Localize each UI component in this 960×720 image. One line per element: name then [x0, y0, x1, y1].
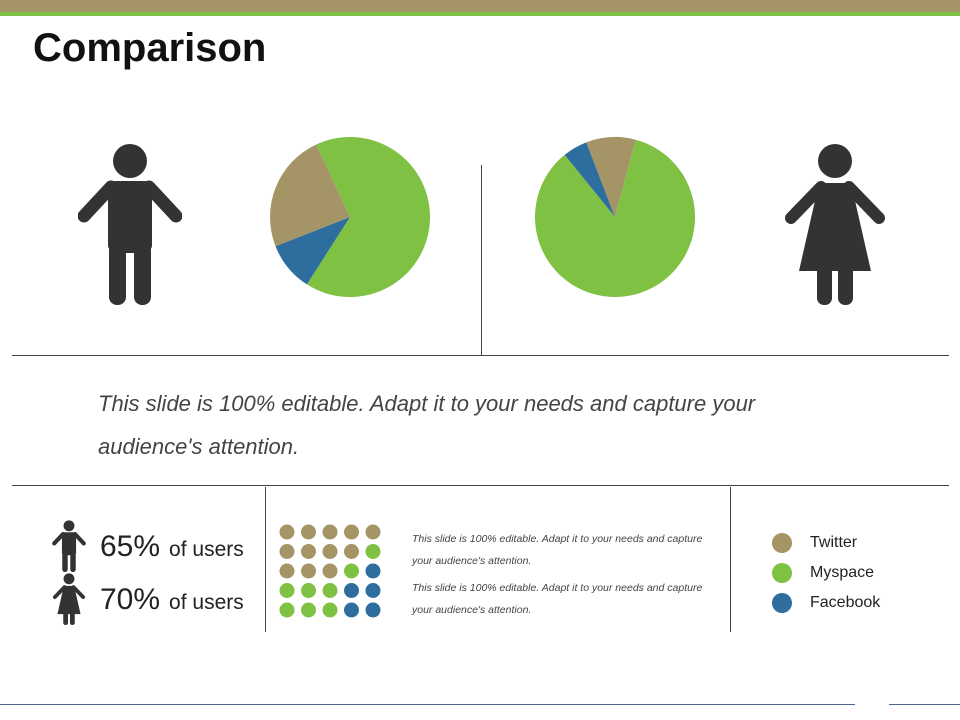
dot-twitter: [301, 524, 316, 540]
stat-female-label: of users: [169, 591, 244, 614]
legend-twitter-label: Twitter: [810, 534, 858, 551]
footer-line-right: [889, 704, 960, 705]
female-figure-icon: [785, 144, 885, 305]
dot-grid-chart: [279, 524, 381, 618]
stat-male: 65% of users: [100, 530, 244, 564]
legend-twitter-swatch: [772, 533, 792, 553]
female-figure-small-icon: [52, 573, 86, 625]
dot-twitter: [322, 544, 338, 559]
vertical-divider-left: [265, 487, 266, 632]
dot-facebook: [365, 583, 381, 598]
dot-myspace: [301, 602, 316, 618]
pie-female-slice-twitter: [586, 137, 636, 217]
pie-male-slice-facebook: [275, 217, 350, 285]
male-figure-small-icon: [52, 520, 86, 572]
legend-item-twitter: Twitter: [772, 533, 857, 553]
top-accent-stripe: [0, 12, 960, 16]
divider-upper: [12, 355, 949, 356]
dot-myspace: [301, 583, 316, 598]
legend-facebook-label: Facebook: [810, 594, 881, 611]
dot-myspace: [322, 602, 338, 618]
footer-line-left: [0, 704, 855, 705]
pie-chart-male: [270, 137, 430, 297]
pie-male-slice-twitter: [270, 144, 350, 247]
dot-facebook: [365, 602, 381, 618]
dot-twitter: [279, 524, 295, 540]
dot-myspace: [344, 563, 359, 579]
dot-twitter: [301, 544, 316, 559]
dot-twitter: [322, 524, 338, 540]
pie-male-slice-myspace: [306, 137, 430, 297]
divider-lower: [12, 485, 949, 486]
male-figure-icon: [78, 144, 182, 305]
pie-female-slice-facebook: [564, 142, 615, 217]
dot-facebook: [344, 583, 359, 598]
pie-chart-female: [535, 137, 695, 297]
legend-facebook-swatch: [772, 593, 792, 613]
dot-twitter: [322, 563, 338, 579]
dot-twitter: [365, 524, 381, 540]
vertical-divider: [481, 165, 482, 355]
small-text-1: This slide is 100% editable. Adapt it to…: [412, 533, 703, 567]
body-text: This slide is 100% editable. Adapt it to…: [98, 391, 756, 459]
stat-female-percent: 70%: [100, 583, 161, 616]
dot-myspace: [279, 583, 295, 598]
page-title: Comparison: [33, 26, 267, 70]
dot-twitter: [344, 544, 359, 559]
legend-item-myspace: Myspace: [772, 563, 874, 583]
dot-twitter: [344, 524, 359, 540]
vertical-divider-right: [730, 487, 731, 632]
stat-male-label: of users: [169, 538, 244, 561]
dot-facebook: [344, 602, 359, 618]
dot-myspace: [279, 602, 295, 618]
stat-female: 70% of users: [100, 583, 244, 617]
dot-twitter: [279, 563, 295, 579]
top-accent-bar: [0, 0, 960, 12]
stat-male-percent: 65%: [100, 530, 161, 563]
legend-item-facebook: Facebook: [772, 593, 880, 613]
pie-female-slice-myspace: [535, 139, 695, 297]
dot-myspace: [365, 544, 381, 559]
small-text-2: This slide is 100% editable. Adapt it to…: [412, 582, 703, 616]
legend-myspace-label: Myspace: [810, 564, 875, 581]
dot-myspace: [322, 583, 338, 598]
dot-facebook: [365, 563, 381, 579]
dot-twitter: [301, 563, 316, 579]
dot-twitter: [279, 544, 295, 559]
legend-myspace-swatch: [772, 563, 792, 583]
